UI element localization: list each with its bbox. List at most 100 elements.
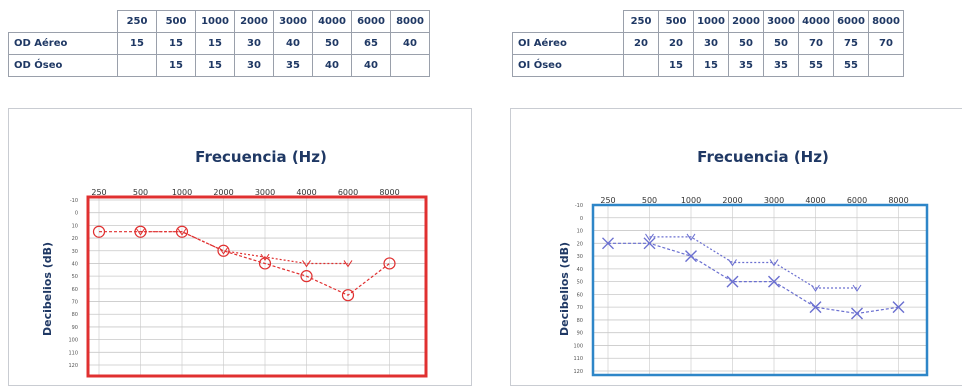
bone-marker xyxy=(686,233,696,241)
bone-marker xyxy=(811,284,820,292)
row-label: OD Aéreo xyxy=(8,32,118,55)
data-point-x xyxy=(892,301,905,314)
y-tick-label: 10 xyxy=(577,229,583,235)
y-tick-label: 40 xyxy=(72,261,78,267)
freq-header: 250 xyxy=(117,10,157,33)
freq-header: 3000 xyxy=(273,10,313,33)
row-label: OI Óseo xyxy=(512,54,624,77)
freq-header: 6000 xyxy=(833,10,869,33)
table-header-row: 250 500 1000 2000 3000 4000 6000 8000 xyxy=(8,10,430,33)
y-tick-label: 20 xyxy=(72,236,78,242)
x-tick-label: 3000 xyxy=(764,196,784,205)
bone-marker xyxy=(728,259,737,267)
table-cell: 40 xyxy=(351,54,391,77)
y-tick-label: 70 xyxy=(72,300,78,306)
bone-marker xyxy=(136,228,145,236)
table-row: OI Aéreo 20 20 30 50 50 70 75 70 xyxy=(512,32,904,55)
y-tick-label: 20 xyxy=(577,241,583,247)
y-tick-label: 80 xyxy=(72,312,78,318)
table-cell: 35 xyxy=(273,54,313,77)
bone-conduction-line xyxy=(140,231,348,265)
bone-marker xyxy=(645,233,654,241)
y-tick-label: 70 xyxy=(577,305,583,311)
table-cell xyxy=(623,54,659,77)
row-label: OI Aéreo xyxy=(512,32,624,55)
table-cell: 15 xyxy=(156,54,196,77)
table-cell: 15 xyxy=(156,32,196,55)
table-cell: 40 xyxy=(273,32,313,55)
x-marker-stroke xyxy=(602,237,614,250)
freq-header: 2000 xyxy=(728,10,764,33)
x-tick-label: 250 xyxy=(600,196,615,205)
bone-marker xyxy=(219,247,228,255)
data-point-circle xyxy=(383,257,396,270)
table-cell xyxy=(117,54,157,77)
freq-header: 1000 xyxy=(195,10,235,33)
y-tick-label: 60 xyxy=(577,292,583,298)
freq-header: 500 xyxy=(156,10,196,33)
y-tick-label: 100 xyxy=(68,338,78,344)
table-cell: 30 xyxy=(234,32,274,55)
air-conduction-line xyxy=(99,231,390,296)
table-cell: 35 xyxy=(763,54,799,77)
x-marker-stroke xyxy=(809,301,822,314)
y-axis-label: Decibelios (dB) xyxy=(41,242,54,336)
table-cell: 50 xyxy=(763,32,799,55)
od-audiogram-chart: Frecuencia (Hz) Decibelios (dB) -10 0 10 20 30… xyxy=(41,148,428,378)
table-cell xyxy=(868,54,904,77)
x-tick-label: 8000 xyxy=(888,196,908,205)
bone-marker xyxy=(769,259,779,267)
y-tick-label: -10 xyxy=(70,198,78,204)
data-point-circle xyxy=(300,270,313,283)
table-cell: 15 xyxy=(693,54,729,77)
data-point-x xyxy=(643,237,656,250)
y-tick-label: 120 xyxy=(68,363,78,369)
y-tick-label: 90 xyxy=(577,331,583,337)
x-tick-label: 8000 xyxy=(379,188,399,197)
x-tick-label: 3000 xyxy=(255,188,275,197)
y-tick-label: 50 xyxy=(577,280,583,286)
x-tick-label: 4000 xyxy=(805,196,825,205)
data-point-circle xyxy=(341,289,355,302)
y-tick-label: 0 xyxy=(75,211,78,217)
y-tick-label: 80 xyxy=(577,318,583,324)
y-tick-label: 120 xyxy=(573,369,583,375)
table-cell: 20 xyxy=(623,32,659,55)
table-cell: 15 xyxy=(658,54,694,77)
plot-frame xyxy=(591,203,929,377)
y-tick-label: 50 xyxy=(72,274,78,280)
y-tick-label: 60 xyxy=(72,287,78,293)
x-tick-label: 6000 xyxy=(847,196,867,205)
bone-conduction-line xyxy=(649,236,857,289)
freq-header: 500 xyxy=(658,10,694,33)
table-cell: 70 xyxy=(868,32,904,55)
x-tick-label: 6000 xyxy=(338,188,358,197)
table-cell: 55 xyxy=(798,54,834,77)
table-cell: 70 xyxy=(798,32,834,55)
table-cell: 40 xyxy=(312,54,352,77)
y-tick-label: 110 xyxy=(573,356,583,362)
chart-title: Frecuencia (Hz) xyxy=(195,148,327,166)
freq-header: 8000 xyxy=(868,10,904,33)
data-point-circle xyxy=(92,225,106,238)
data-point-x xyxy=(768,275,780,288)
air-conduction-line xyxy=(608,242,899,315)
plot-frame xyxy=(86,195,428,378)
x-marker-stroke xyxy=(851,307,863,320)
x-tick-label: 1000 xyxy=(172,188,192,197)
bone-marker xyxy=(177,228,187,236)
table-cell: 50 xyxy=(728,32,764,55)
table-corner xyxy=(512,10,624,33)
bone-marker xyxy=(302,260,311,268)
data-point-circle xyxy=(217,244,230,257)
freq-header: 250 xyxy=(623,10,659,33)
table-cell: 30 xyxy=(693,32,729,55)
data-point-circle xyxy=(258,257,272,270)
table-row: OD Aéreo 15 15 15 30 40 50 65 40 xyxy=(8,32,430,55)
y-tick-label: 40 xyxy=(577,267,583,273)
data-point-x xyxy=(602,237,614,250)
table-cell: 75 xyxy=(833,32,869,55)
table-cell: 35 xyxy=(728,54,764,77)
table-header-row: 250 500 1000 2000 3000 4000 6000 8000 xyxy=(512,10,904,33)
table-cell: 15 xyxy=(117,32,157,55)
